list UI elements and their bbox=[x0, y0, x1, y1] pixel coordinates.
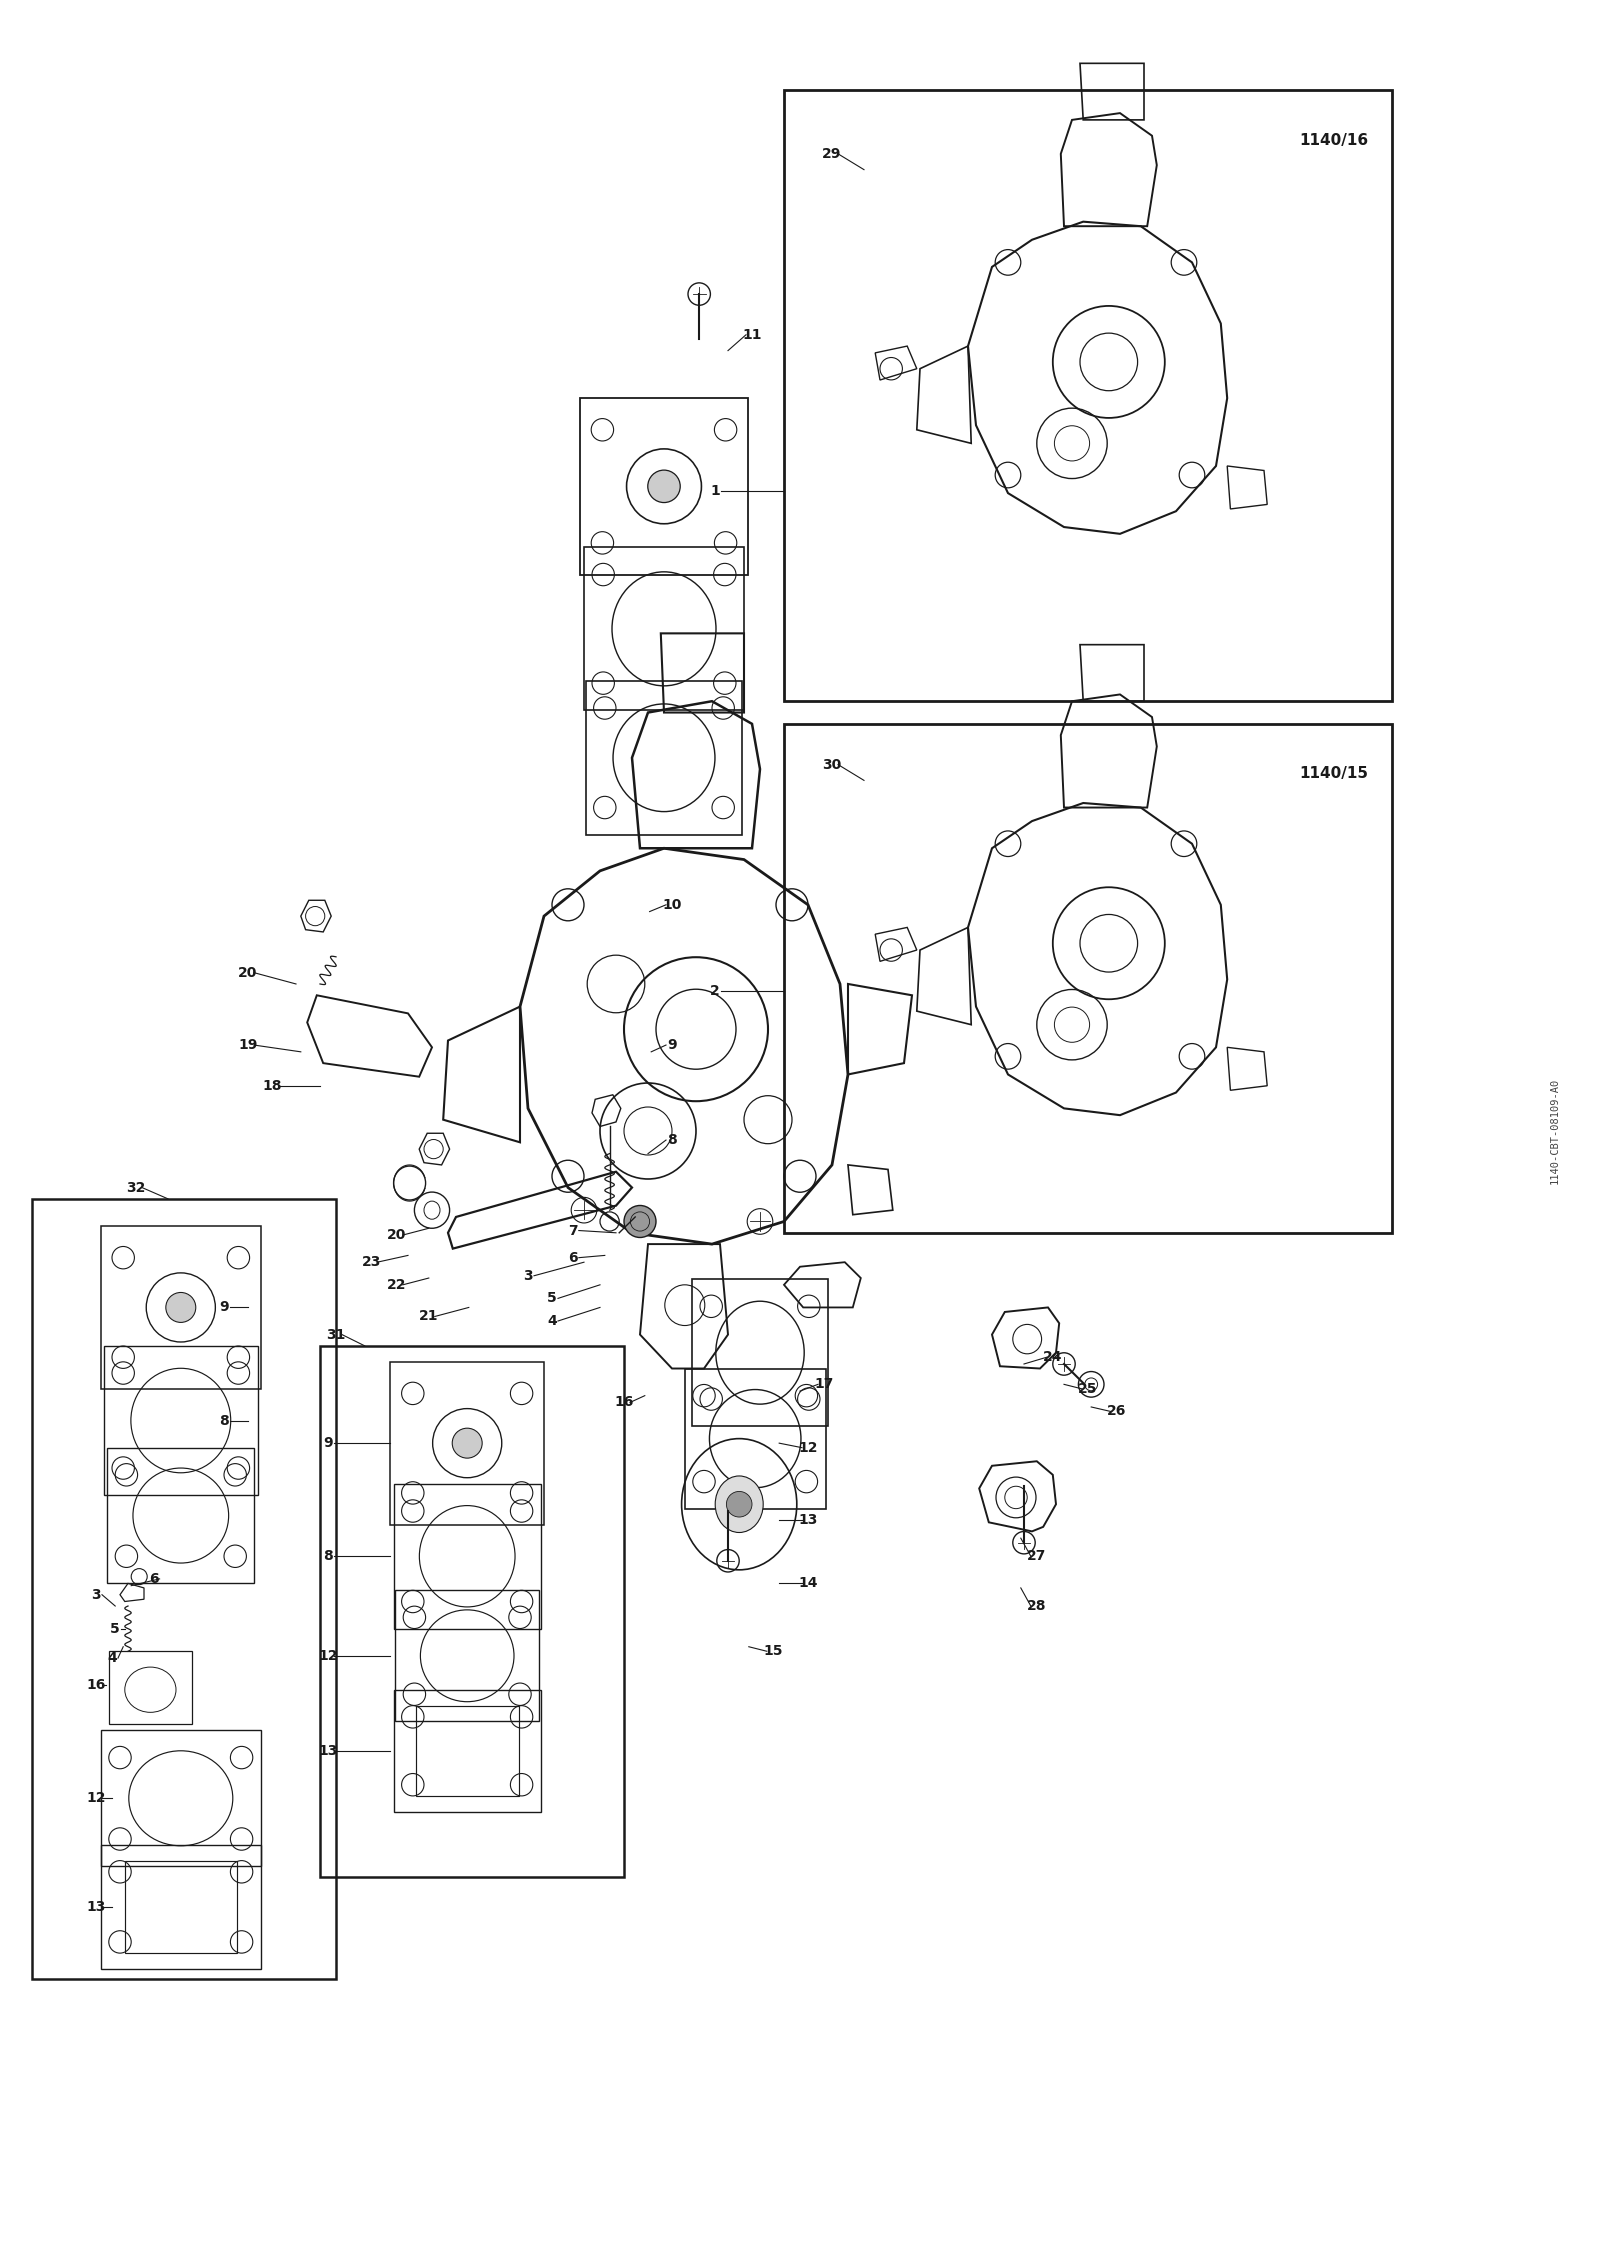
Bar bbox=[394, 1484, 541, 1629]
Text: 24: 24 bbox=[1043, 1350, 1062, 1364]
Text: 25: 25 bbox=[1078, 1382, 1098, 1396]
Text: 8: 8 bbox=[219, 1414, 229, 1427]
Text: 7: 7 bbox=[568, 1224, 578, 1237]
Text: 20: 20 bbox=[387, 1228, 406, 1242]
Text: 8: 8 bbox=[323, 1549, 333, 1563]
Bar bbox=[101, 1730, 261, 1866]
Text: 1: 1 bbox=[710, 484, 720, 498]
Text: 12: 12 bbox=[798, 1441, 818, 1454]
Text: 4: 4 bbox=[107, 1651, 117, 1665]
Text: 22: 22 bbox=[387, 1278, 406, 1292]
Bar bbox=[101, 1226, 261, 1389]
Text: 15: 15 bbox=[763, 1644, 782, 1658]
Text: 28: 28 bbox=[1027, 1599, 1046, 1613]
Text: 32: 32 bbox=[126, 1181, 146, 1194]
Bar bbox=[579, 398, 749, 575]
Bar bbox=[125, 1862, 237, 1952]
Text: 12: 12 bbox=[318, 1649, 338, 1663]
Circle shape bbox=[648, 470, 680, 502]
Bar bbox=[107, 1448, 254, 1583]
Text: 30: 30 bbox=[822, 758, 842, 771]
Text: 4: 4 bbox=[547, 1314, 557, 1328]
Text: 1140-CBT-08109-A0: 1140-CBT-08109-A0 bbox=[1550, 1079, 1560, 1183]
Text: 31: 31 bbox=[326, 1328, 346, 1341]
Circle shape bbox=[624, 1206, 656, 1237]
Text: 1140/16: 1140/16 bbox=[1299, 133, 1368, 147]
Bar bbox=[395, 1590, 539, 1721]
Circle shape bbox=[726, 1491, 752, 1518]
Circle shape bbox=[166, 1292, 195, 1323]
Bar bbox=[685, 1369, 826, 1509]
Text: 18: 18 bbox=[262, 1079, 282, 1093]
Text: 27: 27 bbox=[1027, 1549, 1046, 1563]
Bar bbox=[32, 1199, 336, 1979]
Text: 23: 23 bbox=[362, 1255, 381, 1269]
Text: 16: 16 bbox=[86, 1678, 106, 1692]
Bar bbox=[784, 724, 1392, 1233]
Ellipse shape bbox=[715, 1475, 763, 1534]
Text: 6: 6 bbox=[568, 1251, 578, 1264]
Text: 10: 10 bbox=[662, 898, 682, 912]
Text: 17: 17 bbox=[814, 1378, 834, 1391]
Text: 12: 12 bbox=[86, 1792, 106, 1805]
Text: 1140/15: 1140/15 bbox=[1299, 767, 1368, 780]
Text: 26: 26 bbox=[1107, 1405, 1126, 1418]
Text: 11: 11 bbox=[742, 328, 762, 342]
Text: 9: 9 bbox=[219, 1301, 229, 1314]
Text: 9: 9 bbox=[667, 1038, 677, 1052]
Bar bbox=[784, 90, 1392, 701]
Text: 29: 29 bbox=[822, 147, 842, 161]
Bar bbox=[586, 681, 742, 835]
Bar bbox=[416, 1706, 518, 1796]
Bar bbox=[104, 1346, 258, 1495]
Bar bbox=[320, 1346, 624, 1877]
Bar bbox=[101, 1846, 261, 1968]
Bar bbox=[394, 1690, 541, 1812]
Circle shape bbox=[453, 1427, 482, 1459]
Text: 8: 8 bbox=[667, 1133, 677, 1147]
Text: 13: 13 bbox=[318, 1744, 338, 1758]
Text: 16: 16 bbox=[614, 1396, 634, 1409]
Text: 13: 13 bbox=[798, 1513, 818, 1527]
Bar bbox=[691, 1280, 829, 1425]
Text: 21: 21 bbox=[419, 1310, 438, 1323]
Text: 6: 6 bbox=[149, 1572, 158, 1586]
Text: 14: 14 bbox=[798, 1577, 818, 1590]
Text: 13: 13 bbox=[86, 1900, 106, 1914]
Text: 3: 3 bbox=[91, 1588, 101, 1601]
Text: 20: 20 bbox=[238, 966, 258, 979]
Bar bbox=[109, 1651, 192, 1724]
Text: 9: 9 bbox=[323, 1436, 333, 1450]
Text: 5: 5 bbox=[110, 1622, 120, 1635]
Text: 19: 19 bbox=[238, 1038, 258, 1052]
Text: 2: 2 bbox=[710, 984, 720, 998]
Bar bbox=[584, 547, 744, 710]
Text: 3: 3 bbox=[523, 1269, 533, 1283]
Text: 5: 5 bbox=[547, 1292, 557, 1305]
Bar bbox=[390, 1362, 544, 1525]
